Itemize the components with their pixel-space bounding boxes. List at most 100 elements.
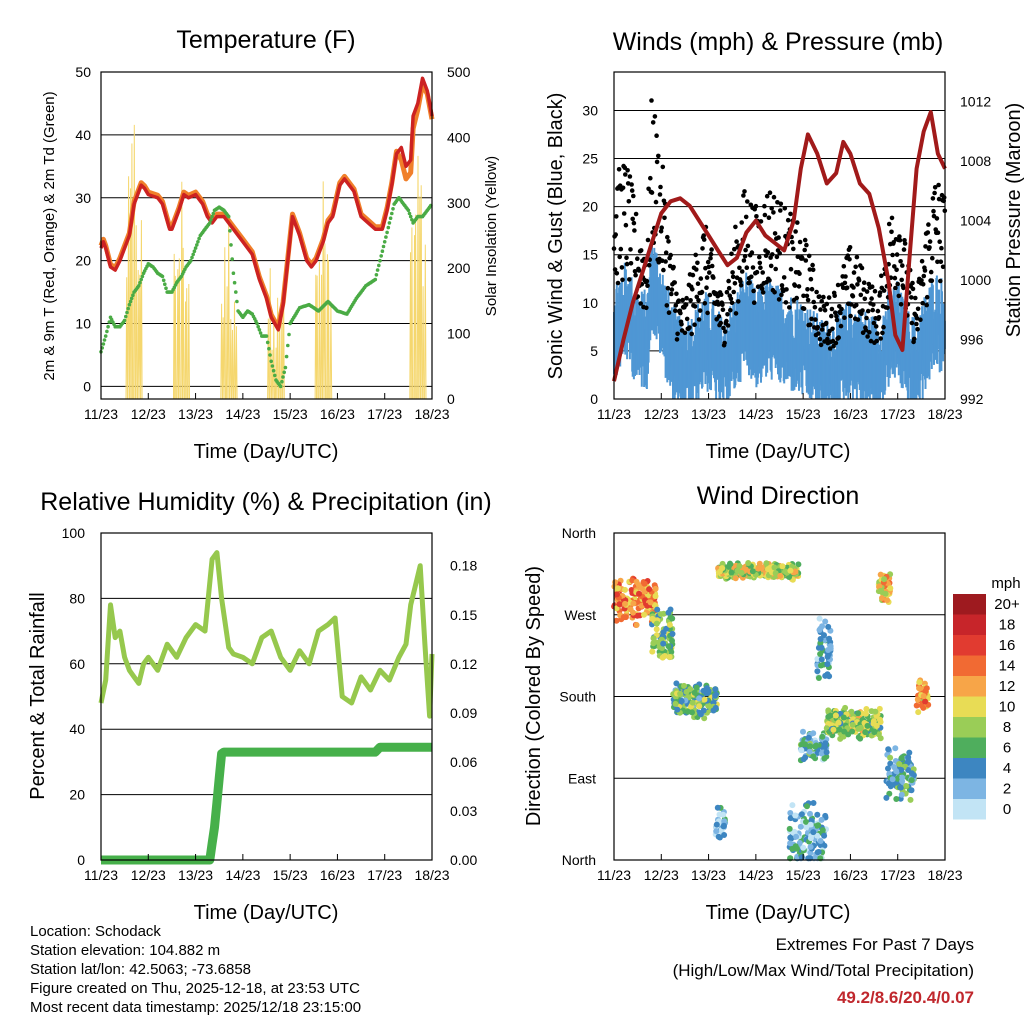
direction-point (633, 622, 640, 628)
x-tick-label: 11/23 (597, 867, 631, 883)
gust-point (809, 316, 814, 322)
x-tick-label: 17/23 (367, 867, 402, 883)
dewpoint-point (197, 236, 201, 241)
gust-point (851, 285, 856, 290)
gust-point (751, 300, 757, 306)
gust-point (824, 301, 830, 307)
gust-point (861, 287, 866, 292)
gust-point (733, 311, 739, 316)
gust-point (890, 252, 895, 258)
gust-point (619, 265, 625, 270)
direction-point (849, 721, 856, 728)
meta-elevation: Station elevation: 104.882 m (30, 942, 221, 959)
y-tick-label: 10 (582, 295, 598, 311)
direction-point (862, 729, 869, 736)
direction-point (822, 618, 829, 625)
direction-point (824, 653, 831, 660)
gust-point (934, 216, 940, 221)
direction-point (772, 570, 779, 577)
dewpoint-point (208, 221, 212, 225)
gust-point (855, 282, 860, 287)
legend-label: 6 (1003, 740, 1011, 757)
direction-point (817, 838, 824, 844)
direction-point (669, 615, 676, 622)
gust-point (941, 195, 947, 200)
x-tick-label: 13/23 (178, 867, 213, 883)
gust-point (788, 211, 793, 217)
legend-label: 16 (999, 637, 1016, 654)
dewpoint-point (281, 375, 285, 379)
dewpoint-point (374, 273, 379, 277)
gust-point (757, 254, 762, 260)
gust-point (789, 239, 795, 245)
direction-point (818, 816, 825, 823)
direction-point (786, 825, 793, 832)
legend-label: 0 (1003, 801, 1011, 818)
direction-point (712, 692, 719, 699)
direction-point (814, 822, 820, 829)
solar-insolation-spike (318, 261, 321, 400)
dewpoint-point (127, 302, 132, 307)
direction-point (857, 735, 864, 742)
temperature-xlabel: Time (Day/UTC) (194, 441, 339, 463)
gust-point (709, 247, 714, 252)
x-tick-label: 13/23 (691, 406, 726, 422)
direction-point (612, 579, 619, 586)
solar-insolation-spike (322, 181, 325, 400)
direction-point (889, 776, 896, 783)
gust-point (822, 307, 828, 313)
gust-point (927, 239, 933, 244)
gust-point (668, 252, 673, 258)
gust-point (901, 285, 906, 291)
gust-point (722, 340, 727, 346)
gust-point (684, 316, 690, 322)
gust-point (834, 313, 839, 319)
dewpoint-point (375, 268, 380, 272)
direction-point (792, 812, 799, 819)
solar-insolation-spike (140, 220, 143, 400)
solar-insolation-spike (276, 297, 279, 400)
direction-point (827, 712, 834, 719)
gust-point (648, 175, 653, 181)
gust-point (794, 295, 799, 301)
direction-point (815, 675, 822, 681)
direction-point (792, 568, 799, 575)
gust-point (776, 235, 781, 240)
gust-point (877, 290, 883, 295)
direction-point (798, 811, 805, 818)
gust-point (830, 326, 835, 332)
legend-label: 20+ (994, 596, 1020, 613)
gust-point (843, 274, 848, 279)
direction-point (647, 599, 654, 606)
direction-point (822, 812, 829, 819)
humidity-plot: 0 20 40 60 80 100 0.00 0.03 0.06 0.09 0.12 0.15 0.18… (62, 525, 478, 883)
y-right-tick-label: 0.00 (450, 852, 477, 868)
x-tick-label: 13/23 (178, 406, 213, 422)
direction-point (819, 733, 826, 740)
y-tick-label: 0 (590, 391, 598, 407)
dewpoint-point (264, 334, 269, 338)
dewpoint-point (235, 299, 239, 304)
dewpoint-point (124, 314, 128, 319)
gust-point (760, 270, 765, 275)
direction-point (825, 707, 832, 714)
solar-insolation-spike (410, 227, 414, 400)
gust-point (915, 326, 920, 332)
gust-point (707, 270, 712, 275)
gust-point (660, 164, 666, 170)
direction-point (918, 702, 925, 709)
direction-point (894, 775, 901, 782)
dewpoint-point (408, 214, 413, 219)
gust-point (742, 253, 748, 259)
gust-point (833, 340, 839, 346)
gust-point (909, 295, 914, 300)
gust-point (739, 269, 745, 274)
plot-frame (613, 71, 946, 400)
direction-point (899, 774, 906, 781)
pressure-line (612, 110, 947, 382)
meta-location: Location: Schodack (30, 923, 161, 940)
gust-point (783, 300, 789, 305)
direction-point (800, 844, 807, 851)
gust-point (693, 252, 698, 258)
gust-point (645, 237, 651, 243)
